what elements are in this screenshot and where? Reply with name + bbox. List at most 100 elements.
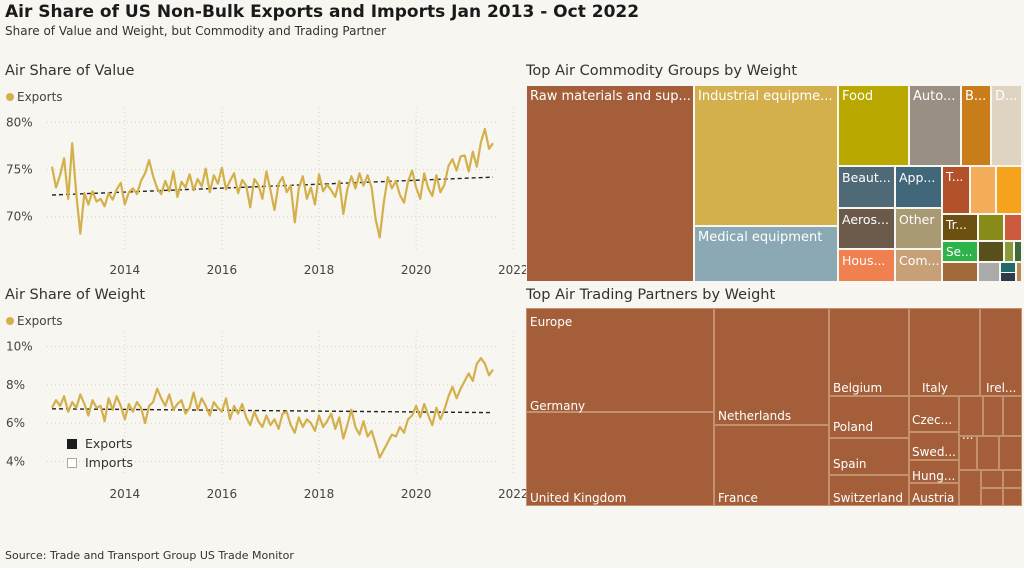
commodity-tile[interactable] [1000, 272, 1016, 282]
commodity-tile[interactable] [996, 166, 1022, 214]
partner-tile[interactable] [980, 308, 1022, 396]
commodity-tile-label: Se... [946, 245, 973, 259]
commodity-tile[interactable] [942, 262, 978, 282]
partner-tile[interactable] [526, 308, 714, 412]
partner-tile[interactable] [983, 396, 1003, 436]
commodity-tile[interactable]: Se... [942, 241, 978, 262]
partner-tile[interactable] [1003, 396, 1022, 436]
partner-tile[interactable] [981, 470, 1003, 488]
x-tick-label: 2018 [304, 487, 335, 501]
partner-tile[interactable] [829, 308, 909, 396]
partner-tile-label: Germany [530, 399, 586, 413]
commodity-tile[interactable]: App... [895, 166, 942, 208]
commodity-tile[interactable] [1004, 241, 1014, 262]
partner-tile[interactable] [1003, 488, 1022, 506]
commodity-tile-label: Food [842, 89, 874, 104]
x-tick-label: 2016 [207, 263, 238, 277]
commodity-tile-label: Other [899, 212, 935, 227]
commodity-tile[interactable]: D... [991, 85, 1022, 166]
series-line-exports[interactable] [51, 357, 494, 459]
partner-tile[interactable] [959, 470, 981, 506]
partner-tile[interactable] [829, 475, 909, 506]
partner-tile[interactable] [981, 488, 1003, 506]
commodity-tile[interactable] [1004, 214, 1022, 241]
legend-item-exports[interactable]: Exports [67, 436, 133, 455]
commodity-tile[interactable]: Auto... [909, 85, 961, 166]
commodity-tile-label: Tr... [946, 218, 967, 232]
legend-swatch-imports-square [67, 458, 77, 468]
commodity-treemap-title: Top Air Commodity Groups by Weight [526, 63, 798, 79]
commodity-tile[interactable]: Beaut... [838, 166, 895, 208]
commodity-tile-label: App... [899, 170, 936, 185]
direction-legend[interactable]: Exports Imports [67, 436, 133, 474]
commodity-tile[interactable] [1014, 241, 1022, 262]
commodity-tile[interactable] [978, 262, 1000, 282]
partner-tile-label: Netherlands [718, 409, 792, 423]
partner-tile-label: Spain [833, 457, 867, 471]
partner-tile[interactable] [959, 396, 983, 436]
commodity-tile-label: T... [946, 170, 964, 184]
value-line-chart: 80% 75% 70% 2014 2016 2018 2020 2022 [6, 108, 529, 277]
legend-label-exports: Exports [17, 314, 63, 328]
x-tick-label: 2020 [401, 487, 432, 501]
partner-tile[interactable] [526, 412, 714, 506]
trend-line [51, 176, 494, 196]
commodity-tile[interactable] [970, 166, 996, 214]
partner-tile-label: Europe [530, 315, 573, 329]
commodity-tile-label: Beaut... [842, 170, 891, 185]
commodity-tile[interactable]: Tr... [942, 214, 978, 241]
commodity-tile[interactable]: Aeros... [838, 208, 895, 249]
commodity-tile[interactable]: Com... [895, 249, 942, 282]
partner-tile-label: Irel... [986, 381, 1017, 395]
commodity-tile[interactable]: Food [838, 85, 909, 166]
legend-swatch-exports-square [67, 439, 77, 449]
partner-tile-label: Hung... [912, 469, 956, 483]
partner-tile[interactable] [714, 308, 829, 425]
commodity-tile-label: Industrial equipme... [698, 89, 833, 104]
x-tick-label: 2020 [401, 263, 432, 277]
y-tick-label: 10% [6, 340, 33, 354]
y-tick-label: 8% [6, 378, 25, 392]
commodity-tile-label: Auto... [913, 89, 956, 104]
commodity-tile[interactable]: Hous... [838, 249, 895, 282]
legend-label-exports: Exports [17, 90, 63, 104]
partner-tile[interactable] [829, 396, 909, 438]
value-chart-title: Air Share of Value [5, 63, 135, 79]
series-line-exports[interactable] [50, 127, 494, 239]
weight-chart-title: Air Share of Weight [5, 287, 146, 303]
partner-tile-label: ... [962, 428, 974, 442]
commodity-tile-label: Com... [899, 253, 940, 268]
commodity-tile[interactable] [978, 214, 1004, 241]
commodity-tile[interactable] [1016, 262, 1022, 282]
legend-label: Exports [85, 436, 133, 451]
partner-tile[interactable] [714, 425, 829, 506]
partner-tile[interactable] [909, 396, 959, 432]
source-note: Source: Trade and Transport Group US Tra… [5, 549, 294, 562]
partner-tile[interactable] [1003, 470, 1022, 488]
legend-item-imports[interactable]: Imports [67, 455, 133, 474]
commodity-tile[interactable]: Other [895, 208, 942, 249]
commodity-tile[interactable]: B... [961, 85, 991, 166]
commodity-tile[interactable]: Medical equipment [694, 226, 838, 282]
partner-tile[interactable] [909, 308, 980, 396]
commodity-tile[interactable]: T... [942, 166, 970, 214]
commodity-tile[interactable]: Industrial equipme... [694, 85, 838, 226]
partner-tile-label: Switzerland [833, 491, 903, 505]
partner-tile[interactable] [977, 436, 999, 470]
y-tick-label: 6% [6, 416, 25, 430]
commodity-tile[interactable] [978, 241, 1004, 262]
y-tick-label: 70% [6, 210, 33, 224]
partner-tile[interactable] [909, 432, 959, 460]
commodity-tile[interactable]: Raw materials and sup... [526, 85, 694, 282]
partner-tile[interactable] [999, 436, 1022, 470]
x-tick-label: 2014 [110, 487, 141, 501]
partner-tile[interactable] [909, 483, 959, 506]
partner-tile-label: Poland [833, 420, 874, 434]
partner-tile[interactable] [909, 460, 959, 483]
partner-tile[interactable] [959, 436, 977, 470]
x-tick-label: 2014 [110, 263, 141, 277]
commodity-tile-label: D... [995, 89, 1018, 104]
x-tick-label: 2022 [498, 487, 529, 501]
partner-tile[interactable] [829, 438, 909, 475]
chart-title: Air Share of US Non-Bulk Exports and Imp… [5, 2, 640, 22]
